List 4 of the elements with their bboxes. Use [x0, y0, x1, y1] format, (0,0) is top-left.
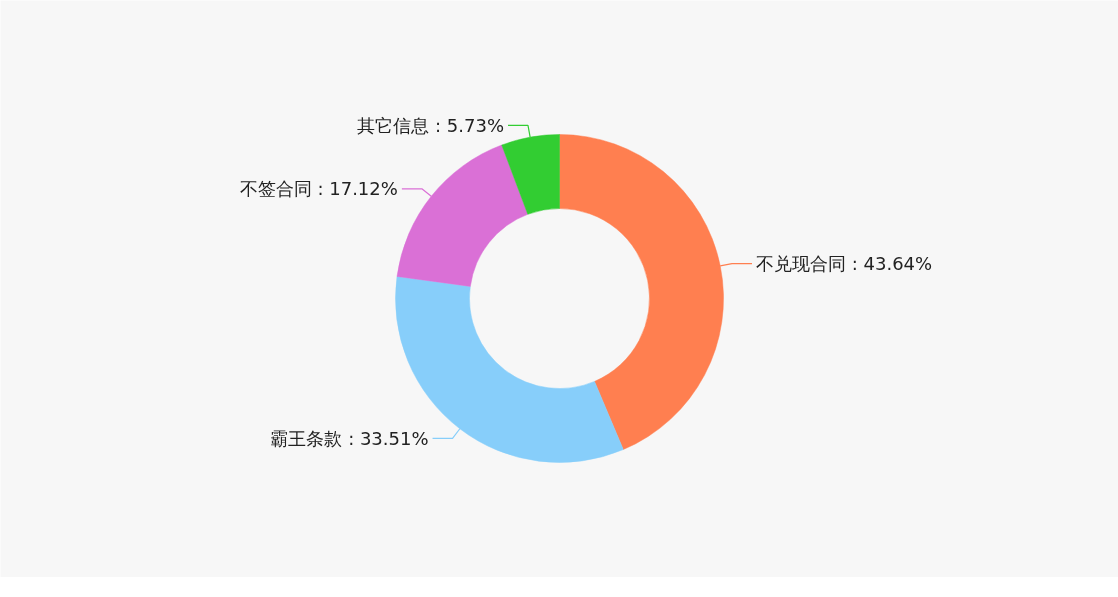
- slice-label: 霸王条款 : 33.51%: [270, 427, 429, 449]
- slice-label: 不兑现合同 : 43.64%: [756, 253, 933, 275]
- slice-label: 不签合同 : 17.12%: [239, 178, 398, 200]
- slice-label: 其它信息 : 5.73%: [357, 114, 504, 136]
